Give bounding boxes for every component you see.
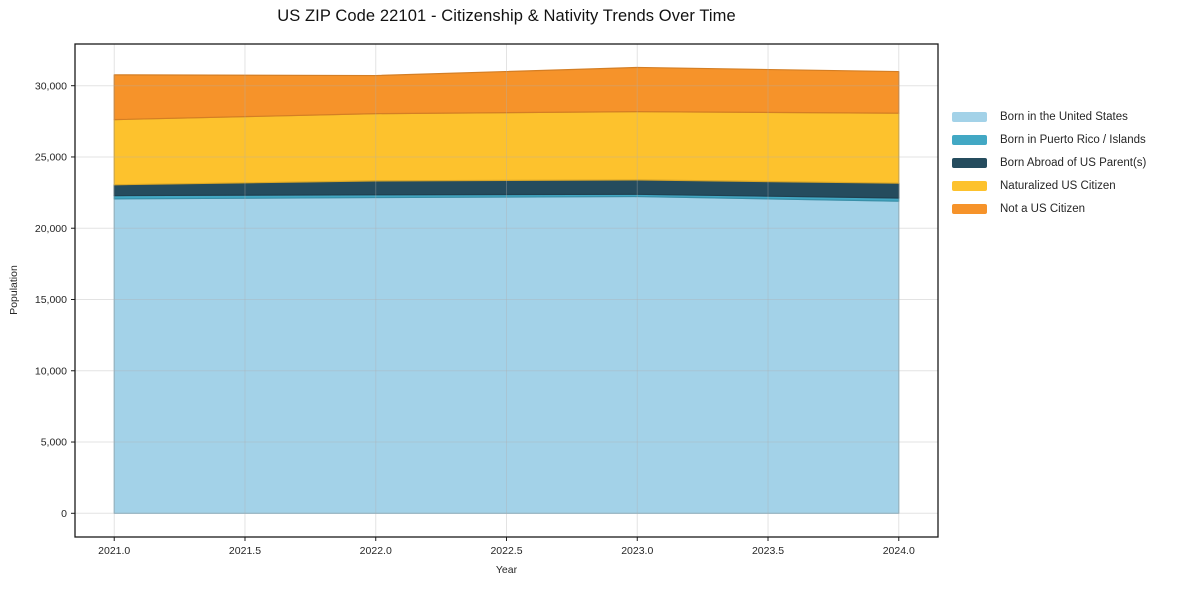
y-axis-label: Population <box>8 265 20 315</box>
x-tick-label: 2021.5 <box>229 545 261 557</box>
x-tick-label: 2023.5 <box>752 545 784 557</box>
legend-item: Born in the United States <box>952 105 1146 128</box>
y-tick-label: 30,000 <box>35 80 67 92</box>
chart-title: US ZIP Code 22101 - Citizenship & Nativi… <box>277 7 736 25</box>
y-tick-label: 20,000 <box>35 223 67 235</box>
legend-swatch <box>952 203 987 214</box>
y-tick-label: 15,000 <box>35 294 67 306</box>
legend-item: Born Abroad of US Parent(s) <box>952 151 1146 174</box>
legend-item-label: Born in the United States <box>1000 110 1128 123</box>
x-axis-label: Year <box>495 564 518 576</box>
legend-item: Naturalized US Citizen <box>952 174 1146 197</box>
legend: Born in the United States Born in Puerto … <box>952 105 1146 220</box>
x-tick-label: 2021.0 <box>98 545 130 557</box>
legend-item-label: Born in Puerto Rico / Islands <box>1000 133 1146 146</box>
legend-item: Not a US Citizen <box>952 197 1146 220</box>
area-series-4 <box>113 66 900 121</box>
legend-item-label: Naturalized US Citizen <box>1000 179 1116 192</box>
legend-item-label: Not a US Citizen <box>1000 202 1086 215</box>
x-tick-label: 2024.0 <box>883 545 915 557</box>
legend-swatch <box>952 111 987 122</box>
y-tick-label: 5,000 <box>41 437 67 449</box>
legend-item: Born in Puerto Rico / Islands <box>952 128 1146 151</box>
legend-swatch <box>952 134 987 145</box>
x-tick-label: 2022.5 <box>490 545 522 557</box>
x-tick-label: 2022.0 <box>360 545 392 557</box>
legend-swatch <box>952 180 987 191</box>
legend-item-label: Born Abroad of US Parent(s) <box>1000 156 1147 169</box>
y-tick-label: 10,000 <box>35 365 67 377</box>
legend-swatch <box>952 157 987 168</box>
x-tick-label: 2023.0 <box>621 545 653 557</box>
y-tick-label: 0 <box>61 508 67 520</box>
y-tick-label: 25,000 <box>35 152 67 164</box>
